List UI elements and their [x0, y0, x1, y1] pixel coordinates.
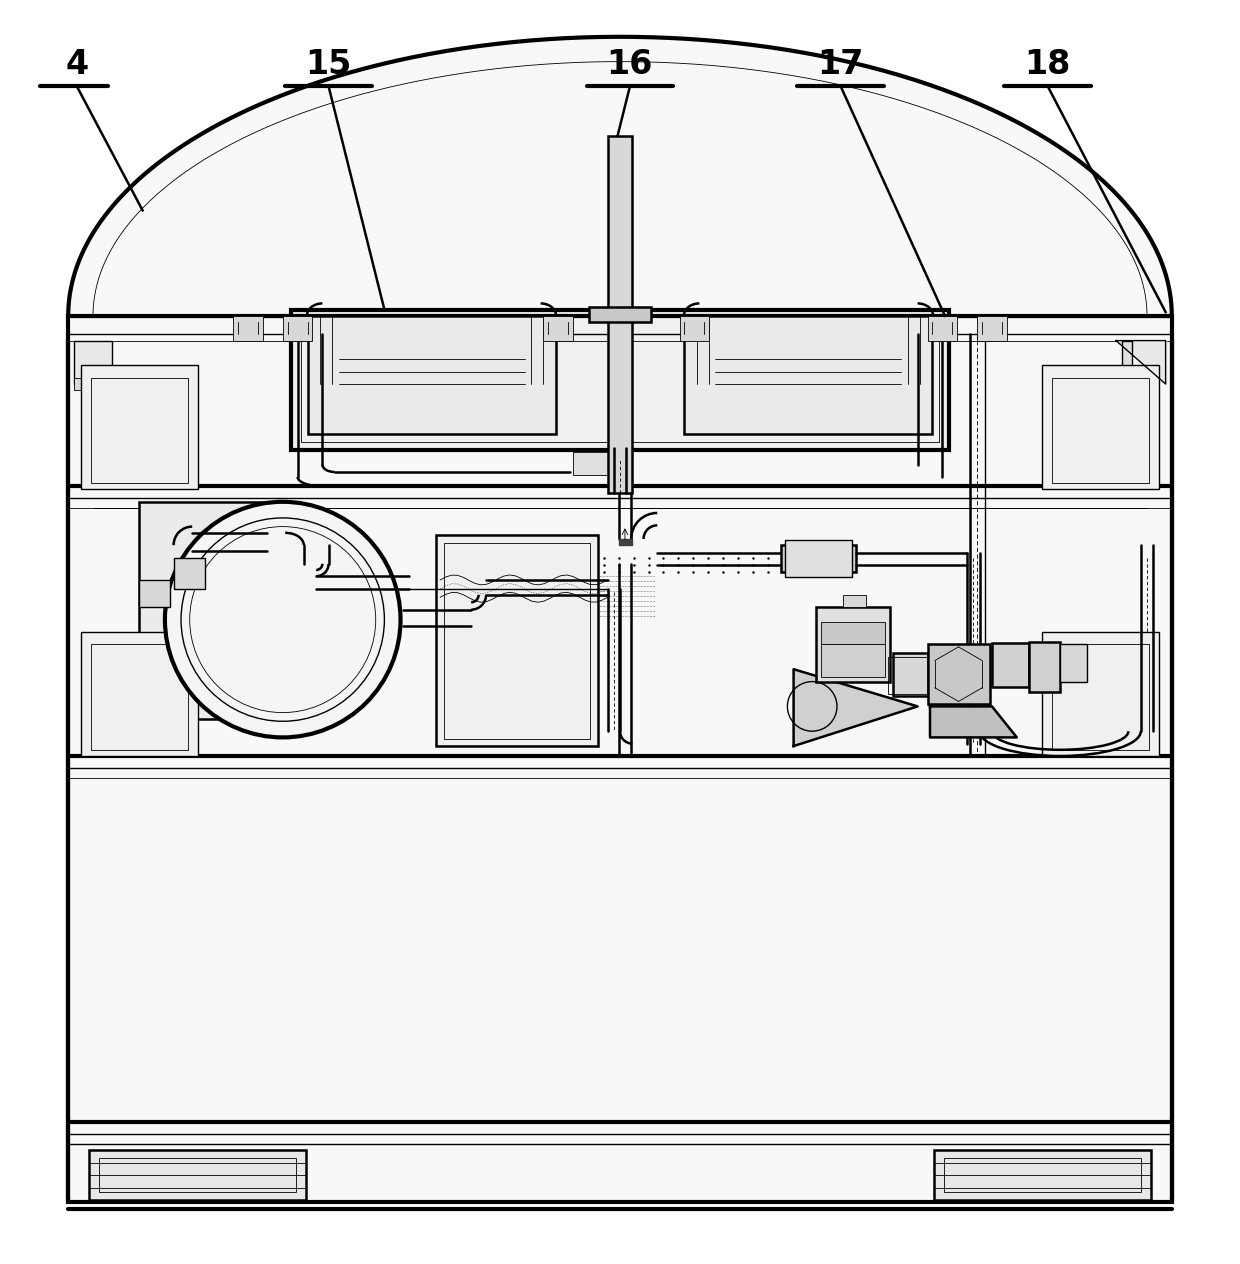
Bar: [608, 137, 632, 493]
Bar: [684, 316, 932, 434]
Bar: [74, 340, 112, 384]
Bar: [91, 645, 188, 750]
Bar: [1042, 632, 1159, 756]
Bar: [139, 502, 300, 719]
Bar: [99, 1158, 296, 1192]
Bar: [944, 1158, 1141, 1192]
Bar: [91, 378, 188, 483]
Text: 17: 17: [817, 48, 864, 81]
Bar: [928, 645, 990, 704]
Bar: [781, 545, 856, 573]
Bar: [233, 316, 263, 340]
Bar: [68, 316, 1172, 1202]
Bar: [174, 557, 205, 589]
Bar: [283, 316, 312, 340]
Bar: [436, 535, 598, 746]
Bar: [816, 607, 890, 681]
Bar: [934, 1150, 1151, 1200]
Bar: [888, 657, 932, 694]
Bar: [291, 310, 949, 450]
Bar: [843, 595, 866, 607]
Bar: [821, 645, 885, 676]
Polygon shape: [1116, 340, 1166, 384]
Text: 4: 4: [66, 48, 88, 81]
Bar: [89, 1150, 306, 1200]
Bar: [301, 317, 939, 442]
Text: 18: 18: [1024, 48, 1071, 81]
Bar: [821, 622, 885, 645]
Bar: [74, 378, 112, 391]
Bar: [1029, 642, 1060, 691]
Bar: [543, 316, 573, 340]
Text: 15: 15: [305, 48, 352, 81]
Bar: [928, 316, 957, 340]
Bar: [139, 580, 170, 607]
Bar: [308, 316, 556, 434]
Bar: [1042, 365, 1159, 489]
Bar: [785, 540, 852, 578]
Text: 16: 16: [606, 48, 653, 81]
Bar: [1060, 645, 1087, 681]
Bar: [573, 453, 620, 474]
Bar: [1122, 340, 1132, 391]
Bar: [680, 316, 709, 340]
Bar: [977, 316, 1007, 340]
Bar: [992, 643, 1029, 686]
Bar: [81, 632, 198, 756]
Bar: [589, 307, 651, 322]
Bar: [1052, 645, 1149, 750]
Bar: [444, 542, 590, 738]
Bar: [81, 365, 198, 489]
Polygon shape: [930, 707, 1017, 737]
Circle shape: [165, 502, 401, 737]
Polygon shape: [794, 669, 918, 746]
Bar: [893, 653, 928, 696]
Bar: [1052, 378, 1149, 483]
Polygon shape: [68, 37, 1172, 316]
